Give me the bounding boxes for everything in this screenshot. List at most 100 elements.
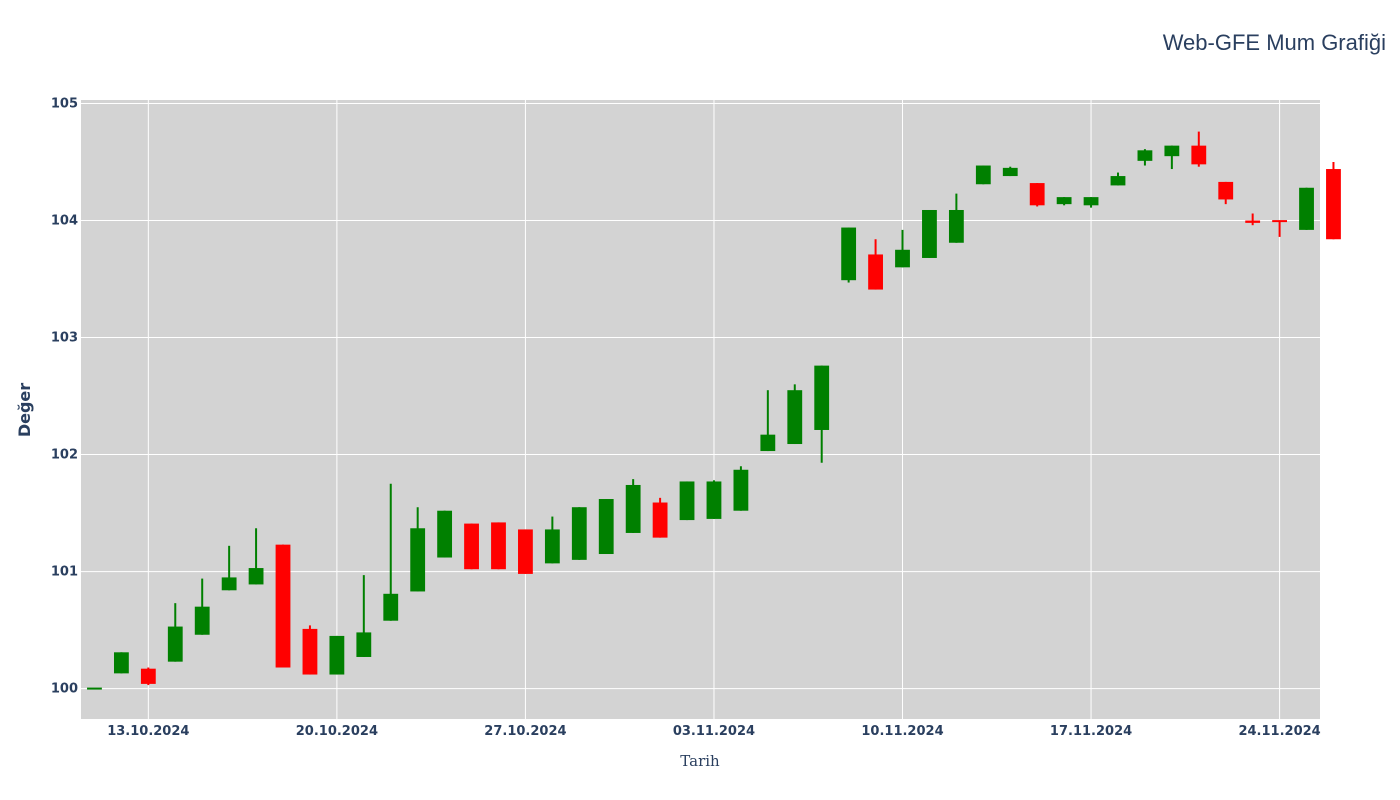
plot-background [81,100,1320,719]
candle-increasing [598,499,614,555]
y-axis-ticks: 100 101 102 103 104 105 [51,97,78,697]
candle-body [221,577,237,591]
candle-body [679,481,695,521]
candle-increasing [383,483,399,621]
candle-increasing [437,510,453,558]
candle-increasing [356,575,372,657]
candle-increasing [922,209,937,258]
candle-body [1272,220,1288,223]
candle-decreasing [302,625,318,675]
candle-body [787,390,803,445]
candle-increasing [760,390,776,452]
candle-increasing [1002,166,1018,177]
candle-decreasing [1272,220,1288,237]
candle-body [1299,187,1314,230]
candle-body [1110,176,1126,186]
candle-body [329,635,345,675]
candle-body [1218,181,1234,200]
candle-increasing [248,528,264,585]
x-tick-label: 03.11.2024 [673,724,755,739]
candle-increasing [221,545,237,591]
candles [87,131,1341,690]
candle-increasing [1083,197,1099,208]
candle-body [1137,150,1153,161]
x-axis-label: Tarih [680,752,720,770]
candle-body [1164,145,1180,157]
candle-increasing [706,480,722,519]
candle-body [140,668,156,684]
candle-decreasing [464,523,479,570]
candle-body [1326,169,1341,240]
candle-decreasing [491,522,506,570]
candle-decreasing [140,667,156,686]
candle-body [248,568,264,585]
candle-body [383,593,399,621]
candle-increasing [1299,187,1314,230]
candle-decreasing [1191,131,1207,167]
y-tick-label: 104 [51,214,78,229]
candle-body [356,632,372,657]
candle-increasing [1110,172,1126,186]
candle-body [410,528,426,592]
candle-body [1056,197,1072,205]
candle-increasing [87,687,102,690]
candle-increasing [948,193,964,243]
x-tick-label: 17.11.2024 [1050,724,1132,739]
candle-body [87,687,102,690]
candle-decreasing [275,544,291,668]
candle-increasing [679,481,695,521]
chart-title: Web-GFE Mum Grafiği [1163,30,1386,55]
candle-increasing [167,603,183,662]
candle-body [760,434,776,452]
candle-body [464,523,479,570]
candle-body [598,499,614,555]
candle-decreasing [1218,181,1234,205]
candle-body [652,502,668,538]
candle-body [841,227,857,281]
x-axis-ticks: 13.10.2024 20.10.2024 27.10.2024 03.11.2024… [107,724,1321,739]
candle-body [948,209,964,243]
candle-decreasing [1029,183,1045,207]
y-tick-label: 100 [51,682,78,697]
candle-body [1245,220,1261,223]
x-tick-label: 20.10.2024 [296,724,378,739]
candle-body [975,165,991,185]
candle-decreasing [518,529,533,574]
candle-increasing [895,229,910,268]
candle-body [275,544,291,668]
candle-body [302,628,318,675]
y-tick-label: 103 [51,331,78,346]
candle-increasing [1056,197,1072,206]
candle-increasing [194,578,210,635]
candle-body [571,507,587,560]
candle-body [1083,197,1099,206]
candle-decreasing [1245,213,1261,226]
candle-body [167,626,183,662]
candle-body [814,365,830,430]
candle-increasing [329,635,345,675]
candle-increasing [787,384,803,445]
candle-increasing [841,227,857,283]
candle-body [733,469,749,511]
candle-decreasing [1326,162,1341,240]
candle-increasing [975,165,991,185]
candle-body [491,522,506,570]
candle-body [1029,183,1045,206]
y-tick-label: 102 [51,448,78,463]
candle-body [1002,167,1018,177]
candle-body [922,209,937,258]
candle-body [544,529,560,564]
candle-body [1191,145,1207,165]
candle-increasing [1164,145,1180,170]
candle-increasing [814,365,830,463]
candle-decreasing [868,239,883,290]
candle-body [868,254,883,290]
candle-increasing [1137,149,1153,166]
x-tick-label: 13.10.2024 [107,724,189,739]
candle-body [706,481,722,519]
candle-increasing [410,507,426,592]
candle-decreasing [652,497,668,538]
candle-increasing [544,516,560,564]
x-tick-label: 24.11.2024 [1238,724,1320,739]
